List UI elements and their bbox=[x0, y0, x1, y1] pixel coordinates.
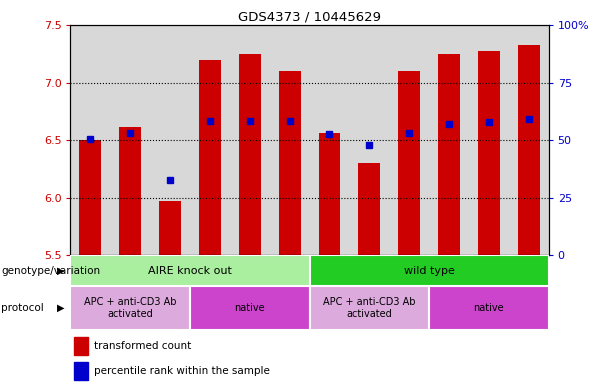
Bar bbox=[518, 45, 539, 255]
Bar bbox=[70, 286, 190, 330]
Text: native: native bbox=[474, 303, 504, 313]
Bar bbox=[359, 163, 380, 255]
Bar bbox=[438, 54, 460, 255]
Bar bbox=[70, 25, 110, 255]
Bar bbox=[509, 25, 549, 255]
Bar bbox=[398, 71, 420, 255]
Bar bbox=[429, 286, 549, 330]
Text: percentile rank within the sample: percentile rank within the sample bbox=[94, 366, 270, 376]
Text: genotype/variation: genotype/variation bbox=[1, 266, 101, 276]
Text: ▶: ▶ bbox=[57, 266, 64, 276]
Bar bbox=[279, 71, 300, 255]
Bar bbox=[159, 201, 181, 255]
Bar bbox=[239, 54, 261, 255]
Bar bbox=[190, 286, 310, 330]
Text: wild type: wild type bbox=[404, 266, 454, 276]
Bar bbox=[110, 25, 150, 255]
Text: APC + anti-CD3 Ab
activated: APC + anti-CD3 Ab activated bbox=[323, 297, 416, 319]
Bar bbox=[70, 255, 310, 286]
Bar bbox=[429, 25, 469, 255]
Bar bbox=[230, 25, 270, 255]
Bar bbox=[349, 25, 389, 255]
Bar bbox=[270, 25, 310, 255]
Text: APC + anti-CD3 Ab
activated: APC + anti-CD3 Ab activated bbox=[84, 297, 177, 319]
Text: transformed count: transformed count bbox=[94, 341, 192, 351]
Bar bbox=[469, 25, 509, 255]
Bar bbox=[199, 60, 221, 255]
Text: native: native bbox=[235, 303, 265, 313]
Bar bbox=[75, 337, 88, 356]
Text: AIRE knock out: AIRE knock out bbox=[148, 266, 232, 276]
Bar bbox=[389, 25, 429, 255]
Bar bbox=[310, 25, 349, 255]
Text: ▶: ▶ bbox=[57, 303, 64, 313]
Bar bbox=[190, 25, 230, 255]
Bar bbox=[478, 51, 500, 255]
Bar bbox=[75, 362, 88, 380]
Bar bbox=[319, 133, 340, 255]
Bar bbox=[310, 286, 429, 330]
Bar bbox=[120, 127, 141, 255]
Text: protocol: protocol bbox=[1, 303, 44, 313]
Bar bbox=[310, 255, 549, 286]
Bar bbox=[80, 140, 101, 255]
Title: GDS4373 / 10445629: GDS4373 / 10445629 bbox=[238, 11, 381, 24]
Bar bbox=[150, 25, 190, 255]
